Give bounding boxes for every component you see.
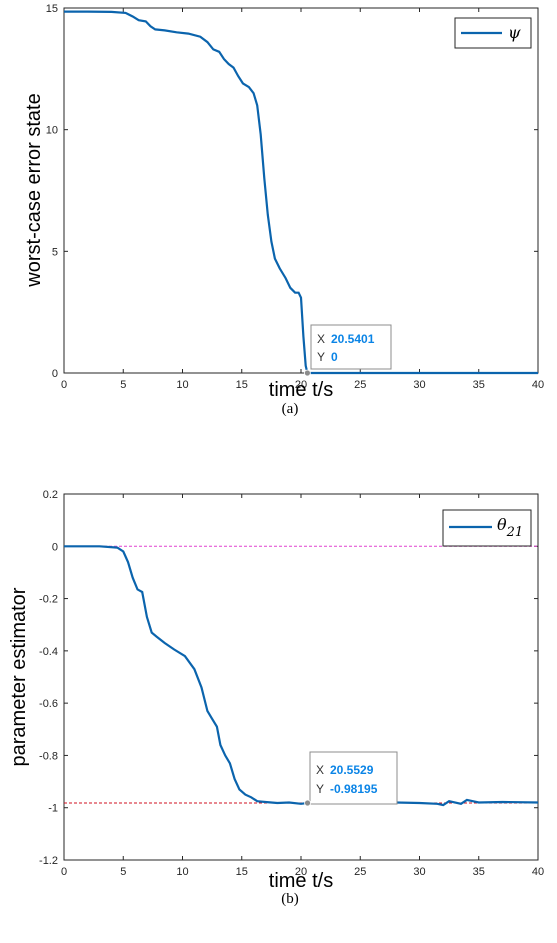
x-tick-label: 0	[61, 866, 67, 878]
y-tick-label: -0.8	[39, 750, 58, 762]
chart-b-y-axis-label: parameter estimator	[8, 587, 30, 766]
x-tick-label: 25	[354, 866, 366, 878]
chart-b-caption: (b)	[281, 891, 299, 907]
y-tick-label: 0	[52, 541, 58, 553]
x-tick-label: 40	[532, 866, 544, 878]
chart-a-legend-label: ψ	[508, 23, 521, 42]
chart-a-datatip-x-label: X	[317, 332, 325, 346]
y-tick-label: -1.2	[39, 855, 58, 867]
x-tick-label: 15	[236, 866, 248, 878]
y-tick-label: 0	[52, 368, 58, 380]
x-tick-label: 35	[473, 379, 485, 391]
x-tick-label: 10	[176, 379, 188, 391]
chart-a-legend: ψ	[454, 17, 532, 49]
chart-b-datatip-box	[309, 751, 398, 805]
chart-b-legend-symbol: θ	[497, 515, 507, 534]
x-tick-label: 15	[236, 379, 248, 391]
chart-b-legend-label: θ21	[497, 515, 523, 540]
y-tick-label: -0.6	[39, 698, 58, 710]
x-tick-label: 5	[120, 866, 126, 878]
chart-a-datatip-marker[interactable]	[304, 369, 311, 377]
y-tick-label: -0.2	[39, 594, 58, 606]
chart-b: 0 5 10 15 20 25 30 35 40 -1.2-1-0.8-0.6-0.4-0.20…	[8, 489, 544, 907]
chart-a-y-axis-label: worst-case error state	[23, 93, 45, 287]
x-tick-label: 25	[354, 379, 366, 391]
chart-a-x-ticks: 0 5 10 15 20 25 30 35 40	[61, 8, 544, 391]
x-tick-label: 20	[295, 379, 307, 391]
x-tick-label: 5	[120, 379, 126, 391]
x-tick-label: 40	[532, 379, 544, 391]
chart-b-y-ticks: -1.2 -1 -0.8 -0.6 -0.4 -0.2 0 0.2	[39, 489, 538, 867]
chart-b-datatip[interactable]: X 20.5529 Y -0.98195	[304, 751, 398, 807]
chart-a-caption: (a)	[282, 401, 299, 417]
x-tick-label: 0	[61, 379, 67, 391]
chart-a-datatip-y-value: 0	[331, 350, 338, 364]
chart-b-x-ticks: 0 5 10 15 20 25 30 35 40	[61, 494, 544, 878]
y-tick-label: 10	[46, 125, 58, 137]
y-tick-label: -0.4	[39, 646, 58, 658]
x-tick-label: 30	[413, 866, 425, 878]
x-tick-label: 35	[473, 866, 485, 878]
chart-a-datatip-x-value: 20.5401	[331, 332, 375, 346]
y-tick-label: -1	[48, 803, 58, 815]
chart-b-legend: θ21	[442, 509, 532, 547]
chart-a-datatip-box	[310, 324, 392, 370]
chart-b-legend-subscript: 21	[506, 525, 524, 540]
chart-b-datatip-marker[interactable]	[304, 799, 311, 807]
chart-a-datatip[interactable]: X 20.5401 Y 0	[304, 324, 392, 377]
y-tick-label: 15	[46, 3, 58, 15]
chart-b-series-theta21-line	[64, 545, 539, 807]
chart-b-x-axis-label: time t/s	[269, 870, 333, 892]
chart-a-y-ticks: 0 5 10 15	[46, 3, 538, 380]
y-tick-label: 5	[52, 246, 58, 258]
y-tick-label: 0.2	[43, 489, 58, 501]
x-tick-label: 10	[176, 866, 188, 878]
chart-b-datatip-x-value: 20.5529	[330, 763, 374, 777]
chart-b-datatip-y-value: -0.98195	[330, 782, 378, 796]
chart-a-series-psi-line	[64, 10, 538, 375]
chart-b-datatip-x-label: X	[316, 763, 324, 777]
chart-a-datatip-y-label: Y	[317, 350, 325, 364]
x-tick-label: 20	[295, 866, 307, 878]
chart-a-x-axis-label: time t/s	[269, 379, 333, 401]
chart-b-datatip-y-label: Y	[316, 782, 324, 796]
x-tick-label: 30	[413, 379, 425, 391]
